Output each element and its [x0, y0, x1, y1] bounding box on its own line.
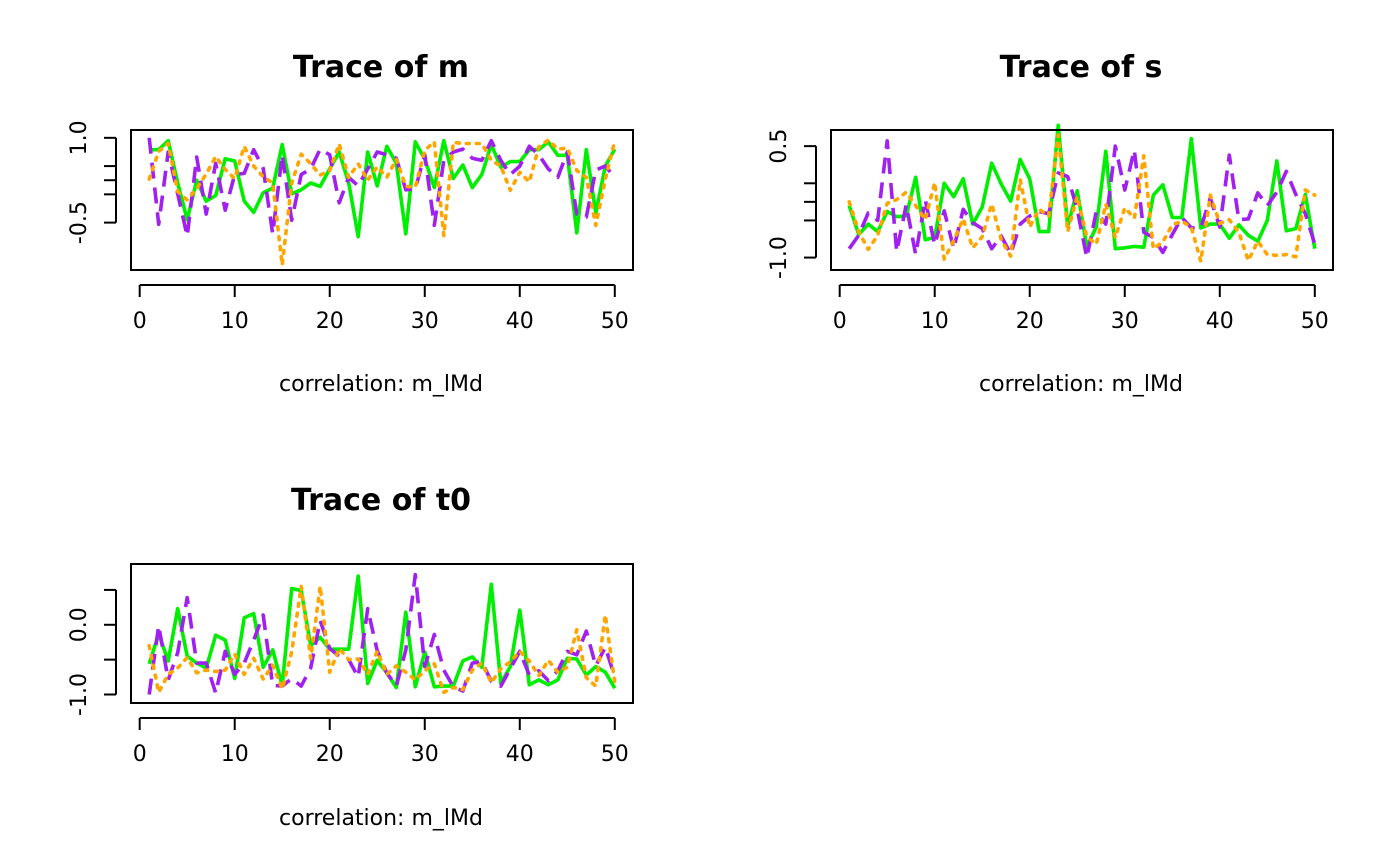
chart-title: Trace of t0: [291, 483, 471, 518]
series-line-dashed: [147, 137, 617, 238]
trace-panel-s: Trace of s correlation: m_lMd 0 10 20 30 40 5…: [767, 50, 1334, 397]
x-tick-label: 40: [506, 309, 534, 334]
x-tick-label: 0: [133, 742, 147, 767]
x-tick-label: 10: [221, 309, 249, 334]
x-tick-label: 50: [601, 742, 629, 767]
x-tick-label: 40: [506, 742, 534, 767]
trace-panel-m: Trace of m correlation: m_lMd 0 10 20 30 40 5…: [67, 50, 634, 397]
x-tick-label: 20: [316, 309, 344, 334]
plot-box: [130, 129, 634, 271]
x-tick-label: 10: [921, 309, 949, 334]
y-tick-label: -0.5: [67, 201, 92, 244]
trace-panel-t0: Trace of t0 correlation: m_lMd 0 10 20 30 40…: [67, 483, 634, 831]
y-tick-label: -1.0: [767, 236, 792, 279]
x-axis-label: correlation: m_lMd: [279, 806, 483, 831]
x-tick-label: 20: [316, 742, 344, 767]
chart-title: Trace of s: [1000, 50, 1163, 85]
x-tick-label: 0: [133, 309, 147, 334]
x-axis-label: correlation: m_lMd: [979, 372, 1183, 397]
plot-box: [130, 563, 634, 704]
y-tick-label: 0.0: [67, 607, 92, 642]
plot-box: [830, 129, 1334, 271]
x-tick-label: 30: [1111, 309, 1139, 334]
y-tick-label: 1.0: [67, 120, 92, 155]
x-tick-label: 40: [1206, 309, 1234, 334]
y-tick-label: 0.5: [767, 129, 792, 164]
x-tick-label: 30: [411, 742, 439, 767]
x-tick-label: 50: [1301, 309, 1329, 334]
x-tick-label: 20: [1016, 309, 1044, 334]
x-tick-label: 10: [221, 742, 249, 767]
y-tick-label: -1.0: [67, 673, 92, 716]
x-tick-label: 50: [601, 309, 629, 334]
series-line-dotted: [147, 584, 617, 695]
series-line-dashed: [147, 572, 617, 695]
series-line-solid: [847, 123, 1317, 251]
x-tick-label: 30: [411, 309, 439, 334]
series-line-dotted: [147, 138, 617, 267]
chart-title: Trace of m: [293, 50, 469, 85]
x-tick-label: 0: [833, 309, 847, 334]
series-line-dotted: [847, 133, 1317, 264]
x-axis-label: correlation: m_lMd: [279, 372, 483, 397]
